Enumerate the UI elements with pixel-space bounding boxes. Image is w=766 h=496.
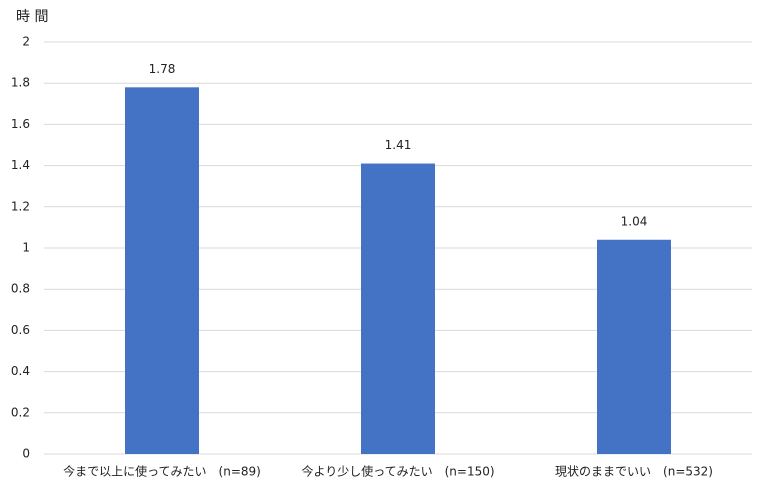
y-tick-label: 1.6: [11, 117, 30, 131]
bar: [125, 87, 199, 454]
data-label: 1.78: [149, 62, 176, 76]
x-tick-label: 現状のままでいい (n=532): [555, 465, 713, 479]
y-axis-label: 時 間: [16, 9, 48, 25]
y-tick-label: 1.4: [11, 158, 30, 172]
y-tick-label: 1.2: [11, 199, 30, 213]
y-tick-label: 1.8: [11, 76, 30, 90]
bar: [597, 239, 671, 454]
x-tick-label: 今より少し使ってみたい (n=150): [301, 464, 494, 479]
bar: [361, 163, 435, 455]
y-tick-label: 0: [22, 447, 30, 461]
y-tick-label: 0.2: [11, 405, 30, 419]
y-tick-label: 0.6: [11, 323, 30, 337]
data-label: 1.41: [385, 138, 412, 152]
data-label: 1.04: [621, 214, 648, 228]
x-tick-label: 今まで以上に使ってみたい (n=89): [63, 464, 261, 479]
y-tick-label: 1: [22, 241, 30, 255]
y-tick-label: 0.8: [11, 282, 30, 296]
y-tick-label: 0.4: [11, 364, 30, 378]
y-tick-label: 2: [22, 35, 30, 49]
